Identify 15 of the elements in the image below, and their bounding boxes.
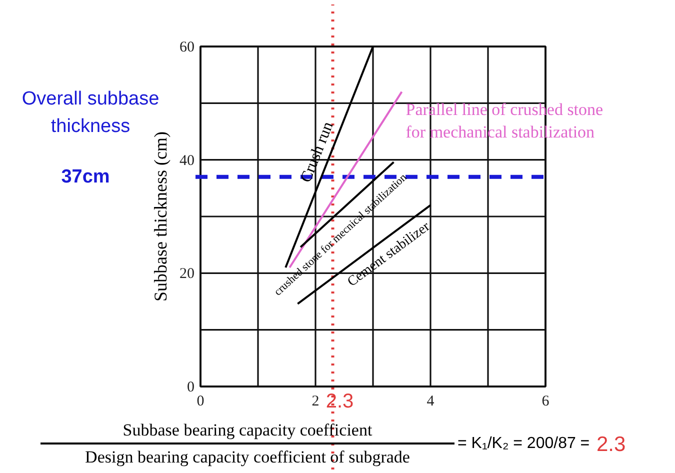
x-tick-label: 0 <box>196 394 204 410</box>
x-tick-label: 6 <box>542 394 550 410</box>
text: = K₁/K₂ = 200/87 = <box>458 435 590 452</box>
text: Design bearing capacity coefficient of subgrade <box>85 448 410 466</box>
text: Crush run <box>298 120 337 185</box>
ref-line-label: 2.3 <box>326 390 354 412</box>
y-tick-label: 20 <box>180 266 194 282</box>
ref-line-label: 37cm <box>61 166 110 188</box>
y-tick-label: 0 <box>187 380 194 396</box>
y-tick-label: 40 <box>180 152 194 169</box>
x-tick-label: 4 <box>426 394 435 410</box>
x-tick-label: 2 <box>312 394 320 410</box>
text: Subbase bearing capacity coefficient <box>122 420 372 440</box>
text: 2.3 <box>596 433 626 456</box>
y-tick-label: 60 <box>180 40 194 56</box>
